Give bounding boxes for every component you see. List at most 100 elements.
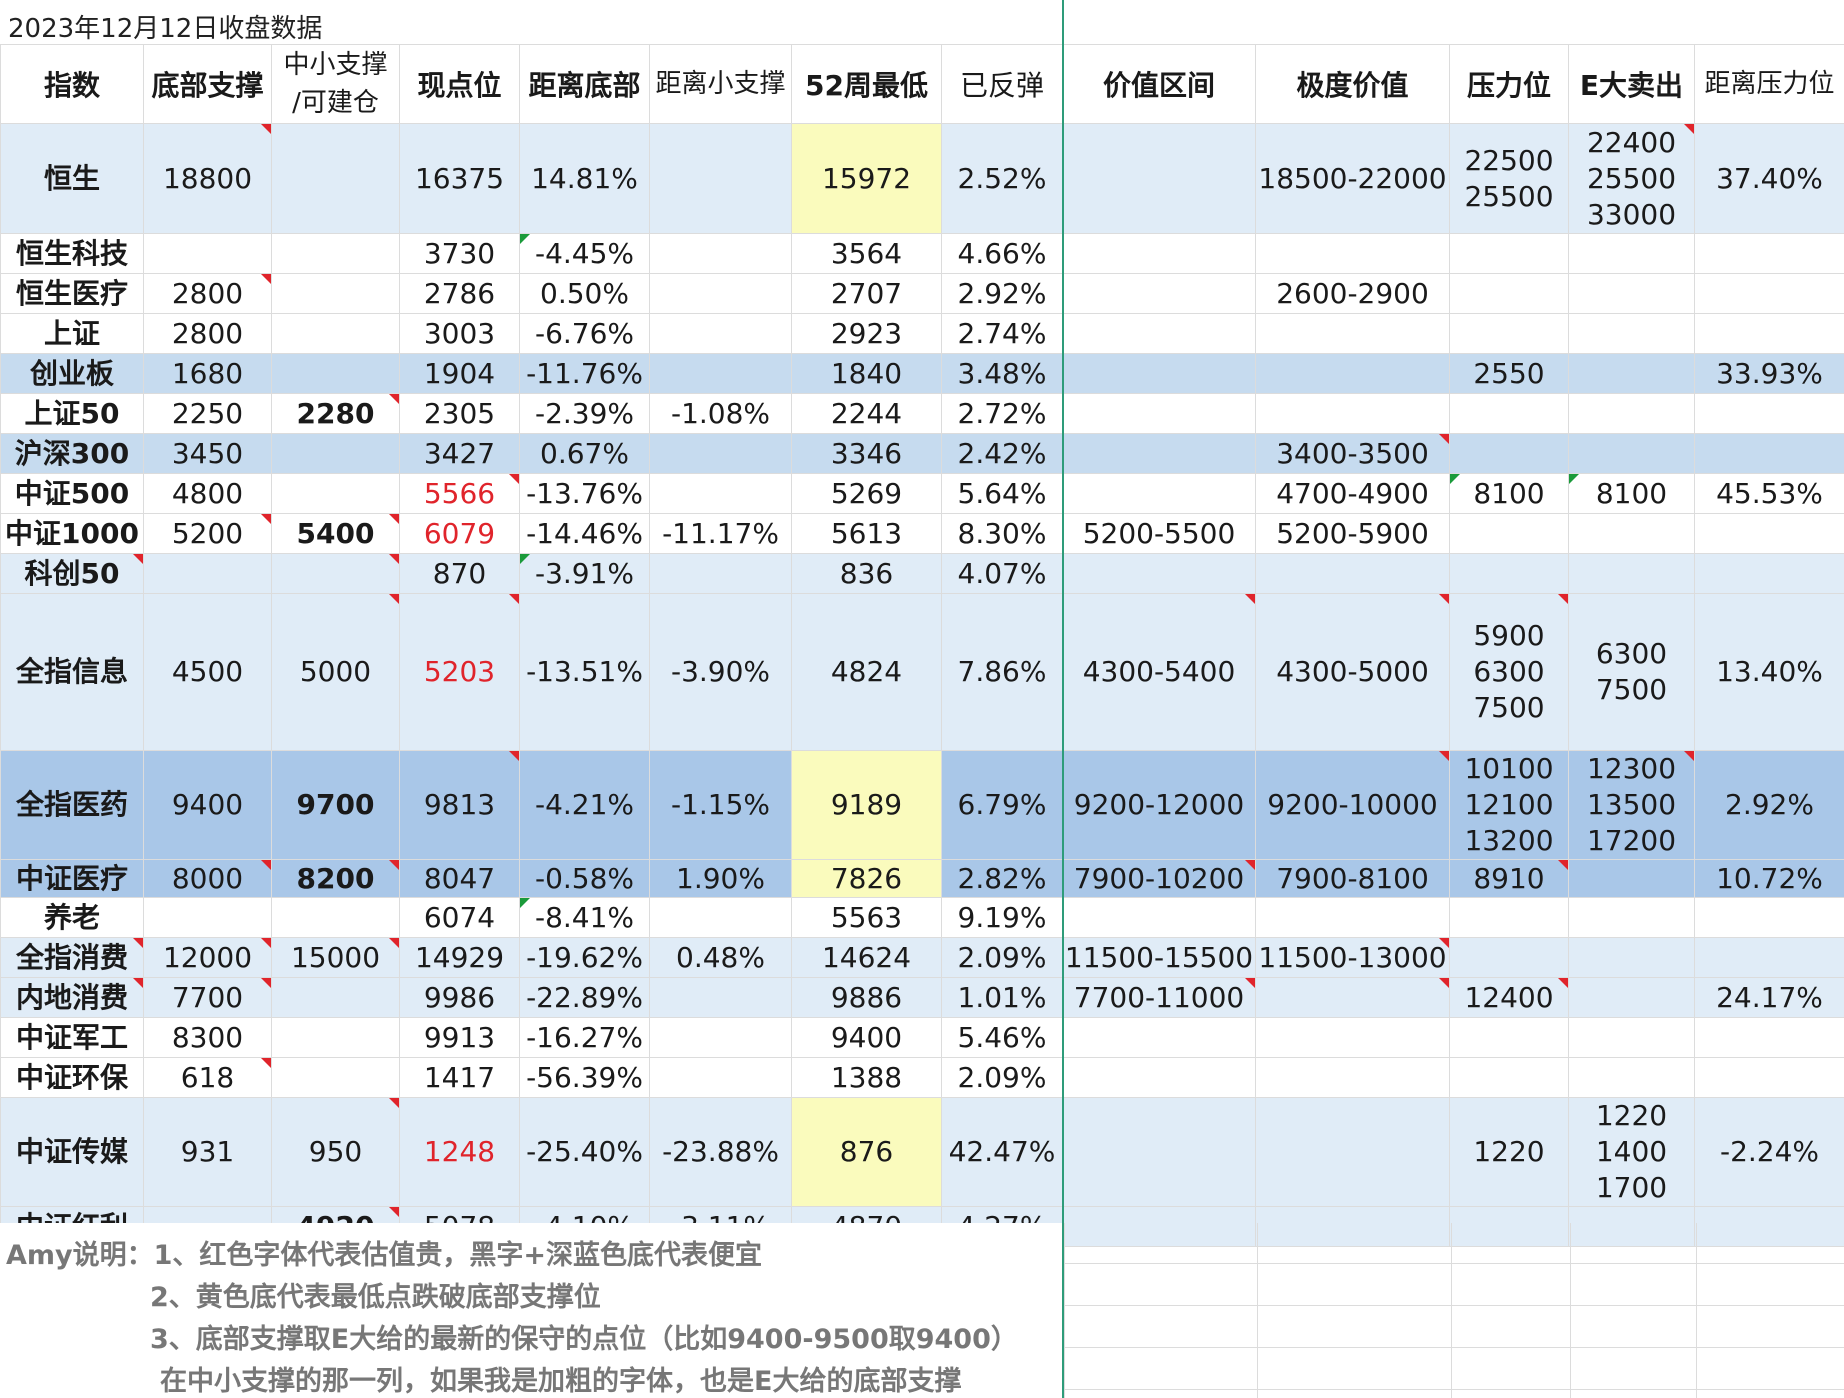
bottom-support-cell[interactable]: 1680 xyxy=(143,353,272,394)
current-point-cell[interactable]: 1248 xyxy=(399,1097,520,1207)
value-range-cell[interactable]: 9200-12000 xyxy=(1062,750,1256,860)
index-name-cell[interactable]: 全指信息 xyxy=(0,593,144,751)
pressure-level-cell[interactable]: 12400 xyxy=(1449,977,1569,1018)
extreme-value-cell[interactable] xyxy=(1255,897,1450,938)
rebound-cell[interactable]: 2.82% xyxy=(941,859,1063,898)
current-point-cell[interactable]: 9813 xyxy=(399,750,520,860)
distance-pressure-cell[interactable] xyxy=(1694,937,1844,978)
bottom-support-cell[interactable]: 2800 xyxy=(143,313,272,354)
small-support-cell[interactable] xyxy=(271,433,400,474)
rebound-cell[interactable]: 6.79% xyxy=(941,750,1063,860)
bottom-support-cell[interactable]: 2250 xyxy=(143,393,272,434)
pressure-level-cell[interactable] xyxy=(1449,313,1569,354)
bottom-support-cell[interactable]: 2800 xyxy=(143,273,272,314)
bottom-support-cell[interactable]: 8000 xyxy=(143,859,272,898)
distance-small-support-cell[interactable] xyxy=(649,353,792,394)
extreme-value-cell[interactable] xyxy=(1255,977,1450,1018)
low-52-week-cell[interactable]: 876 xyxy=(791,1097,942,1207)
rebound-cell[interactable]: 4.66% xyxy=(941,233,1063,274)
distance-small-support-cell[interactable]: -1.15% xyxy=(649,750,792,860)
index-name-cell[interactable]: 中证1000 xyxy=(0,513,144,554)
distance-small-support-cell[interactable]: -23.88% xyxy=(649,1097,792,1207)
distance-small-support-cell[interactable]: -3.90% xyxy=(649,593,792,751)
current-point-cell[interactable]: 14929 xyxy=(399,937,520,978)
distance-pressure-cell[interactable] xyxy=(1694,233,1844,274)
bottom-support-cell[interactable] xyxy=(143,897,272,938)
small-support-cell[interactable] xyxy=(271,273,400,314)
small-support-cell[interactable]: 950 xyxy=(271,1097,400,1207)
low-52-week-cell[interactable]: 3564 xyxy=(791,233,942,274)
low-52-week-cell[interactable]: 1388 xyxy=(791,1057,942,1098)
distance-pressure-cell[interactable]: 37.40% xyxy=(1694,123,1844,234)
extreme-value-cell[interactable] xyxy=(1255,1097,1450,1207)
extreme-value-cell[interactable] xyxy=(1255,1017,1450,1058)
distance-bottom-cell[interactable]: -2.39% xyxy=(519,393,650,434)
distance-pressure-cell[interactable] xyxy=(1694,393,1844,434)
distance-small-support-cell[interactable]: 0.48% xyxy=(649,937,792,978)
pressure-level-cell[interactable] xyxy=(1449,433,1569,474)
current-point-cell[interactable]: 8047 xyxy=(399,859,520,898)
e-sell-cell[interactable]: 1220 1400 1700 xyxy=(1568,1097,1695,1207)
e-sell-cell[interactable] xyxy=(1568,937,1695,978)
value-range-cell[interactable] xyxy=(1062,233,1256,274)
low-52-week-cell[interactable]: 2244 xyxy=(791,393,942,434)
distance-bottom-cell[interactable]: -56.39% xyxy=(519,1057,650,1098)
distance-pressure-cell[interactable] xyxy=(1694,553,1844,594)
low-52-week-cell[interactable]: 836 xyxy=(791,553,942,594)
value-range-cell[interactable] xyxy=(1062,353,1256,394)
rebound-cell[interactable]: 1.01% xyxy=(941,977,1063,1018)
distance-pressure-cell[interactable] xyxy=(1694,513,1844,554)
extreme-value-cell[interactable] xyxy=(1255,313,1450,354)
index-name-cell[interactable]: 恒生 xyxy=(0,123,144,234)
extreme-value-cell[interactable]: 9200-10000 xyxy=(1255,750,1450,860)
current-point-cell[interactable]: 1904 xyxy=(399,353,520,394)
small-support-cell[interactable] xyxy=(271,313,400,354)
current-point-cell[interactable]: 3003 xyxy=(399,313,520,354)
low-52-week-cell[interactable]: 5269 xyxy=(791,473,942,514)
low-52-week-cell[interactable]: 4824 xyxy=(791,593,942,751)
distance-small-support-cell[interactable] xyxy=(649,1017,792,1058)
small-support-cell[interactable]: 8200 xyxy=(271,859,400,898)
small-support-cell[interactable] xyxy=(271,977,400,1018)
current-point-cell[interactable]: 5203 xyxy=(399,593,520,751)
rebound-cell[interactable]: 8.30% xyxy=(941,513,1063,554)
distance-small-support-cell[interactable]: -11.17% xyxy=(649,513,792,554)
extreme-value-cell[interactable]: 4300-5000 xyxy=(1255,593,1450,751)
distance-bottom-cell[interactable]: -16.27% xyxy=(519,1017,650,1058)
pressure-level-cell[interactable] xyxy=(1449,393,1569,434)
small-support-cell[interactable] xyxy=(271,473,400,514)
extreme-value-cell[interactable] xyxy=(1255,1206,1450,1247)
distance-bottom-cell[interactable]: -25.40% xyxy=(519,1097,650,1207)
e-sell-cell[interactable] xyxy=(1568,977,1695,1018)
distance-bottom-cell[interactable]: -0.58% xyxy=(519,859,650,898)
low-52-week-cell[interactable]: 9886 xyxy=(791,977,942,1018)
distance-pressure-cell[interactable] xyxy=(1694,1057,1844,1098)
pressure-level-cell[interactable] xyxy=(1449,937,1569,978)
small-support-cell[interactable] xyxy=(271,123,400,234)
small-support-cell[interactable]: 5000 xyxy=(271,593,400,751)
small-support-cell[interactable]: 15000 xyxy=(271,937,400,978)
small-support-cell[interactable] xyxy=(271,553,400,594)
extreme-value-cell[interactable] xyxy=(1255,393,1450,434)
distance-bottom-cell[interactable]: -13.76% xyxy=(519,473,650,514)
pressure-level-cell[interactable] xyxy=(1449,553,1569,594)
e-sell-cell[interactable] xyxy=(1568,273,1695,314)
index-name-cell[interactable]: 恒生科技 xyxy=(0,233,144,274)
distance-small-support-cell[interactable] xyxy=(649,1057,792,1098)
distance-bottom-cell[interactable]: 0.50% xyxy=(519,273,650,314)
current-point-cell[interactable]: 2786 xyxy=(399,273,520,314)
rebound-cell[interactable]: 9.19% xyxy=(941,897,1063,938)
small-support-cell[interactable] xyxy=(271,897,400,938)
small-support-cell[interactable]: 9700 xyxy=(271,750,400,860)
current-point-cell[interactable]: 2305 xyxy=(399,393,520,434)
e-sell-cell[interactable] xyxy=(1568,859,1695,898)
pressure-level-cell[interactable] xyxy=(1449,233,1569,274)
current-point-cell[interactable]: 3427 xyxy=(399,433,520,474)
index-name-cell[interactable]: 全指医药 xyxy=(0,750,144,860)
distance-bottom-cell[interactable]: -8.41% xyxy=(519,897,650,938)
current-point-cell[interactable]: 870 xyxy=(399,553,520,594)
value-range-cell[interactable] xyxy=(1062,553,1256,594)
small-support-cell[interactable]: 5400 xyxy=(271,513,400,554)
distance-pressure-cell[interactable] xyxy=(1694,1017,1844,1058)
small-support-cell[interactable]: 2280 xyxy=(271,393,400,434)
